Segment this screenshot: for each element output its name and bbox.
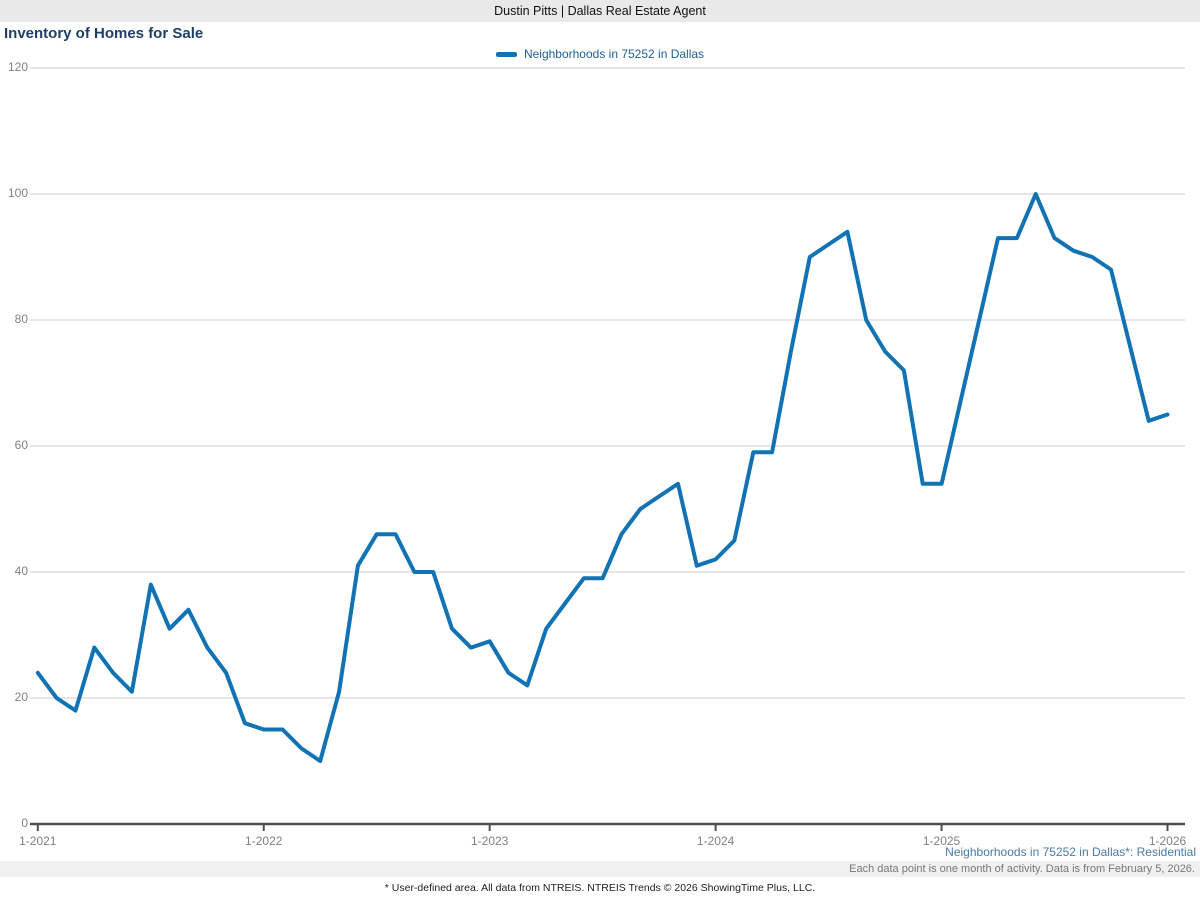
y-axis-label: 40 (15, 564, 29, 578)
x-axis-label: 1-2022 (245, 834, 283, 848)
x-axis-label: 1-2025 (923, 834, 961, 848)
legend-line-swatch (495, 51, 517, 57)
y-axis-label: 100 (8, 186, 28, 200)
x-axis-label: 1-2021 (19, 834, 57, 848)
y-axis-label: 20 (15, 690, 29, 704)
y-axis-label: 0 (21, 816, 28, 830)
y-axis-label: 60 (15, 438, 29, 452)
series-caption: Neighborhoods in 75252 in Dallas*: Resid… (945, 845, 1196, 859)
app-header-bar: Dustin Pitts | Dallas Real Estate Agent (0, 0, 1200, 22)
chart-legend: Neighborhoods in 75252 in Dallas (0, 47, 1200, 61)
data-note: Each data point is one month of activity… (849, 863, 1195, 875)
x-axis-label: 1-2024 (697, 834, 735, 848)
y-axis-label: 80 (15, 312, 29, 326)
app-header-title: Dustin Pitts | Dallas Real Estate Agent (494, 4, 706, 18)
legend-label: Neighborhoods in 75252 in Dallas (523, 47, 705, 61)
x-axis-label: 1-2026 (1149, 834, 1187, 848)
chart-title: Inventory of Homes for Sale (4, 25, 204, 42)
series-line (35, 192, 1170, 763)
y-axis-label: 120 (8, 60, 28, 74)
footer-disclaimer: * User-defined area. All data from NTREI… (384, 882, 816, 894)
data-note-band: Each data point is one month of activity… (0, 861, 1200, 877)
x-axis-label: 1-2023 (471, 834, 509, 848)
